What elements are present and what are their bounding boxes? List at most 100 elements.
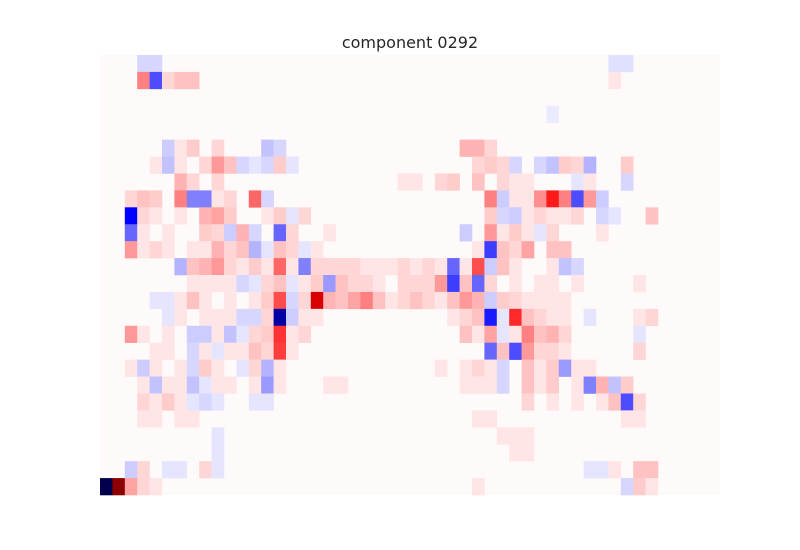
- heatmap-cell: [248, 308, 262, 327]
- heatmap-cell: [261, 342, 274, 360]
- heatmap-cell: [484, 325, 498, 343]
- heatmap-cell: [273, 275, 287, 293]
- heatmap-cell: [273, 308, 287, 327]
- heatmap-cell: [633, 308, 646, 327]
- heatmap-cell: [620, 410, 634, 428]
- heatmap-cell: [496, 190, 510, 208]
- heatmap-cell: [521, 376, 535, 394]
- heatmap-cell: [310, 308, 324, 327]
- heatmap-cell: [224, 376, 237, 394]
- heatmap-cell: [397, 291, 411, 310]
- heatmap-cell: [509, 258, 522, 276]
- heatmap-cell: [162, 461, 175, 479]
- heatmap-cell: [521, 291, 535, 310]
- heatmap-cell: [484, 156, 498, 174]
- heatmap-cell: [459, 376, 473, 394]
- heatmap-cell: [261, 376, 274, 394]
- heatmap-cell: [509, 444, 522, 462]
- heatmap-cell: [149, 190, 163, 208]
- heatmap-cell: [124, 207, 138, 225]
- heatmap-cell: [484, 224, 498, 242]
- heatmap-cell: [521, 359, 535, 377]
- heatmap-cell: [521, 241, 535, 259]
- heatmap-cell: [633, 393, 646, 411]
- heatmap-cell: [273, 376, 287, 394]
- heatmap-cell: [261, 207, 274, 225]
- heatmap-cell: [224, 308, 237, 327]
- heatmap-cell: [546, 393, 560, 411]
- heatmap-cell: [509, 325, 522, 343]
- heatmap-cell: [571, 359, 584, 377]
- heatmap-cell: [608, 393, 622, 411]
- heatmap-cell: [149, 71, 163, 90]
- heatmap-cell: [645, 461, 659, 479]
- heatmap-cell: [534, 291, 547, 310]
- heatmap-cell: [633, 410, 646, 428]
- heatmap-cell: [162, 308, 175, 327]
- heatmap-cell: [224, 342, 237, 360]
- heatmap-cell: [360, 291, 374, 310]
- heatmap-cell: [571, 156, 584, 174]
- heatmap-cell: [286, 224, 299, 242]
- heatmap-cell: [149, 359, 163, 377]
- heatmap-cell: [459, 359, 473, 377]
- heatmap-cell: [273, 241, 287, 259]
- heatmap-cell: [149, 207, 163, 225]
- heatmap-cell: [186, 173, 200, 191]
- heatmap-cell: [509, 342, 522, 360]
- heatmap-cell: [137, 241, 150, 259]
- heatmap-cell: [459, 224, 473, 242]
- heatmap-cell: [298, 325, 312, 343]
- heatmap-cell: [620, 478, 634, 496]
- heatmap-cell: [211, 173, 225, 191]
- heatmap-cell: [521, 325, 535, 343]
- heatmap-cell: [186, 71, 200, 90]
- heatmap-cell: [521, 427, 535, 445]
- heatmap-cell: [596, 190, 609, 208]
- heatmap-cell: [459, 139, 473, 157]
- heatmap-cell: [310, 258, 324, 276]
- heatmap-cell: [484, 190, 498, 208]
- heatmap-cell: [558, 359, 572, 377]
- heatmap-cell: [273, 359, 287, 377]
- heatmap-cell: [434, 291, 448, 310]
- heatmap-cell: [248, 156, 262, 174]
- heatmap-cell: [211, 427, 225, 445]
- heatmap-cell: [546, 156, 560, 174]
- heatmap-cell: [174, 376, 188, 394]
- heatmap-cell: [534, 359, 547, 377]
- heatmap-cell: [583, 308, 597, 327]
- heatmap-cell: [211, 461, 225, 479]
- heatmap-cell: [162, 342, 175, 360]
- heatmap-cell: [137, 376, 150, 394]
- heatmap-cell: [261, 258, 274, 276]
- heatmap-cell: [174, 190, 188, 208]
- heatmap-cell: [211, 241, 225, 259]
- heatmap-cell: [186, 258, 200, 276]
- heatmap-cell: [335, 275, 349, 293]
- heatmap-cell: [620, 156, 634, 174]
- heatmap-cell: [571, 207, 584, 225]
- heatmap-cell: [583, 173, 597, 191]
- heatmap-cell: [596, 207, 609, 225]
- heatmap-cell: [397, 258, 411, 276]
- heatmap-cell: [199, 359, 212, 377]
- heatmap-cell: [534, 207, 547, 225]
- heatmap-cell: [199, 393, 212, 411]
- heatmap-cell: [137, 478, 150, 496]
- heatmap-cell: [248, 190, 262, 208]
- heatmap-cell: [323, 224, 336, 242]
- heatmap-cell: [261, 139, 274, 157]
- heatmap-cell: [137, 410, 150, 428]
- heatmap-cell: [596, 224, 609, 242]
- heatmap-cell: [199, 461, 212, 479]
- heatmap-cell: [521, 224, 535, 242]
- heatmap-cell: [248, 325, 262, 343]
- heatmap-cell: [546, 308, 560, 327]
- heatmap-cell: [335, 258, 349, 276]
- heatmap-cell: [546, 207, 560, 225]
- heatmap-cell: [410, 173, 423, 191]
- heatmap-cell: [534, 342, 547, 360]
- heatmap-cell: [509, 291, 522, 310]
